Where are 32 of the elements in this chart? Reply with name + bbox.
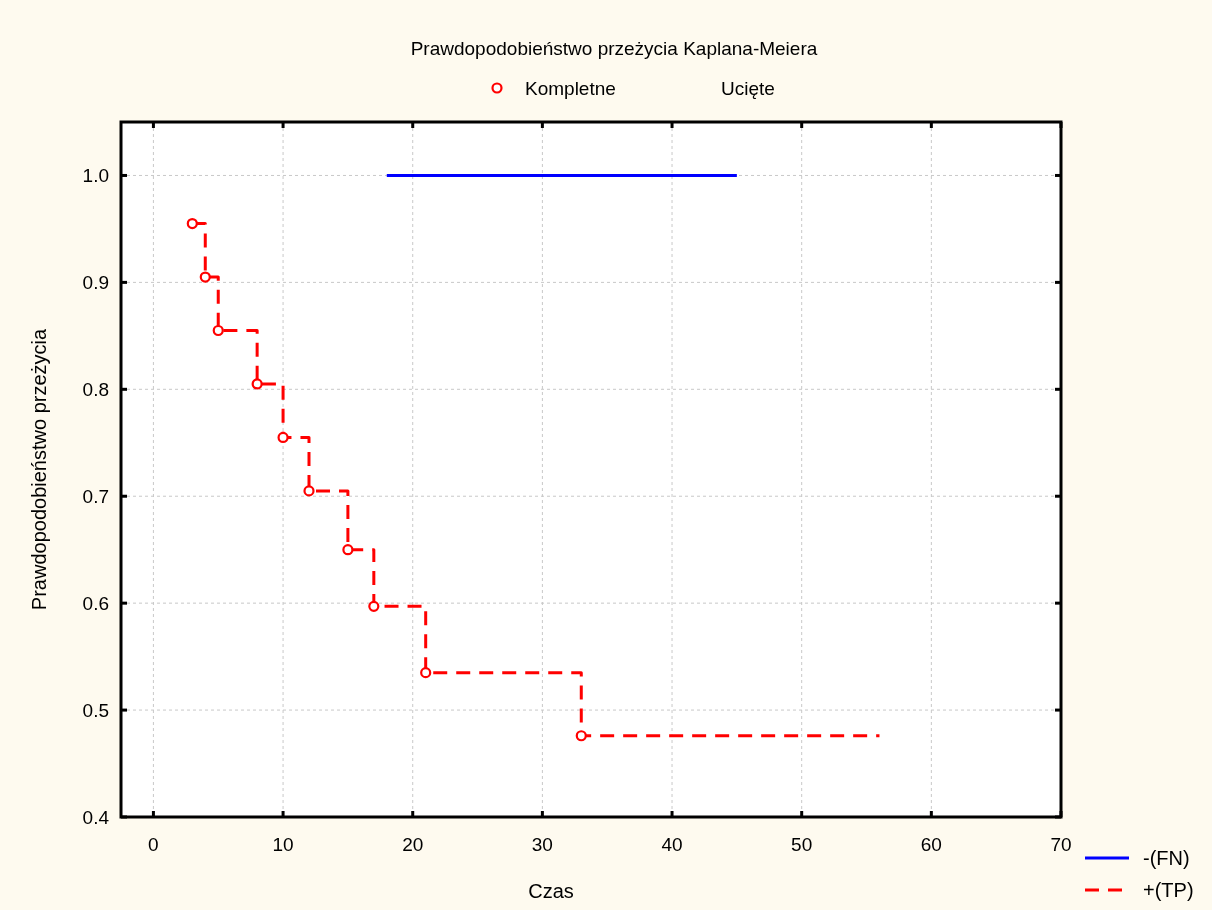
point <box>420 667 432 679</box>
y-tick-label: 1.0 <box>82 165 109 187</box>
legend-label: +(TP) <box>1143 879 1194 901</box>
legend-label: Kompletne <box>525 78 616 99</box>
x-tick-label: 30 <box>531 834 553 855</box>
text: Ucięte <box>721 78 775 99</box>
y-tick-label: 0.7 <box>82 486 109 508</box>
point <box>575 730 587 742</box>
x-tick-label: 0 <box>148 834 159 855</box>
y-tick-label: 0.5 <box>82 700 109 722</box>
x-tick-label: 60 <box>920 834 942 855</box>
x-tick-label: 10 <box>272 834 294 855</box>
point <box>212 324 224 337</box>
x-tick-label: 40 <box>661 834 683 855</box>
point <box>251 378 263 390</box>
point <box>303 485 315 497</box>
chart-title: Prawdopodobieństwo przeżycia Kaplana-Meiera <box>410 38 818 59</box>
y-tick-label: 0.6 <box>82 593 109 615</box>
y-axis-title: Prawdopodobieństwo przeżycia <box>28 327 50 611</box>
point <box>277 431 289 444</box>
point <box>368 600 380 612</box>
x-tick-label: 70 <box>1050 834 1072 855</box>
legend-label: -(FN) <box>1143 847 1190 869</box>
x-axis-title: Czas <box>528 880 574 902</box>
point <box>199 271 211 283</box>
x-tick-label: 20 <box>402 834 424 855</box>
y-tick-label: 0.9 <box>82 272 109 294</box>
point <box>342 544 354 556</box>
x-tick-label: 50 <box>791 834 813 855</box>
y-tick-label: 0.8 <box>82 379 109 401</box>
y-tick-label: 0.4 <box>82 807 110 828</box>
point <box>186 217 198 230</box>
